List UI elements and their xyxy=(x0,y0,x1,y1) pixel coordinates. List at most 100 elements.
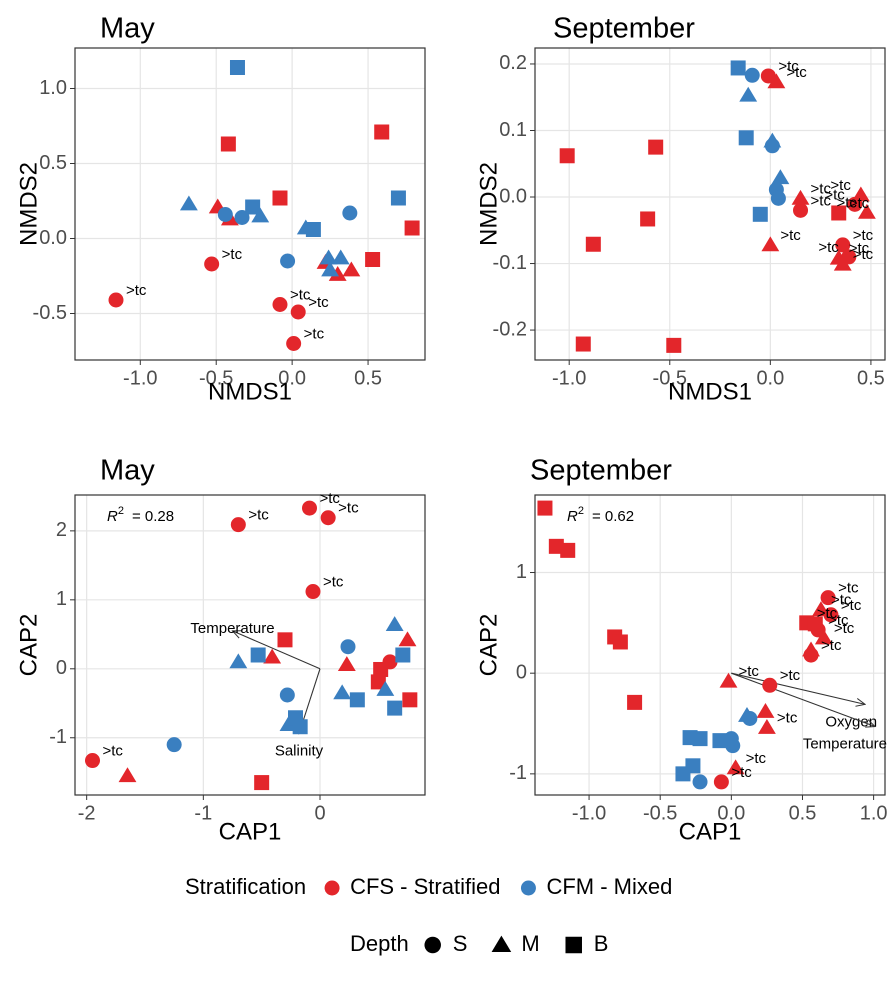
point xyxy=(320,510,336,526)
point xyxy=(675,766,691,782)
point xyxy=(752,206,768,222)
point-label: >tc xyxy=(777,710,798,727)
x-tick-label: 0.0 xyxy=(278,367,306,389)
y-axis-label: CAP2 xyxy=(475,614,502,677)
point xyxy=(760,68,776,84)
point xyxy=(666,337,682,353)
point xyxy=(254,775,270,791)
x-tick-label: -1.0 xyxy=(552,367,586,389)
point xyxy=(331,249,350,265)
legend-label: B xyxy=(594,931,609,956)
y-axis-label: NMDS2 xyxy=(475,162,502,246)
point xyxy=(692,774,708,790)
point xyxy=(627,694,643,710)
point-label: >tc xyxy=(323,574,344,591)
annotation-superscript: 2 xyxy=(578,505,584,517)
point xyxy=(340,639,356,655)
point-label: >tc xyxy=(849,195,870,212)
point xyxy=(179,195,198,211)
y-tick-label: 0.1 xyxy=(499,119,527,141)
point-label: >tc xyxy=(853,227,874,244)
point xyxy=(217,207,233,222)
point-label: >tc xyxy=(831,592,852,609)
y-tick-label: 0 xyxy=(56,657,67,679)
point xyxy=(548,538,564,554)
point xyxy=(272,297,288,312)
point xyxy=(814,629,833,645)
panel-title: May xyxy=(100,13,155,45)
point-label: >tc xyxy=(320,490,341,507)
x-axis-label: CAP1 xyxy=(219,818,282,845)
point xyxy=(333,684,352,700)
point-label: >tc xyxy=(811,192,832,209)
point xyxy=(387,700,403,716)
legend-label: M xyxy=(521,931,539,956)
point-label: >tc xyxy=(731,764,752,781)
x-tick-label: -0.5 xyxy=(199,367,233,389)
annotation: R2 = 0.62 xyxy=(567,505,634,525)
point-label: >tc xyxy=(786,64,807,81)
point xyxy=(277,632,293,648)
point xyxy=(390,190,406,206)
point xyxy=(712,733,728,749)
point xyxy=(404,220,420,236)
point xyxy=(319,249,338,265)
point xyxy=(762,677,778,693)
x-tick-label: 0 xyxy=(314,802,325,824)
point xyxy=(292,719,308,735)
y-tick-label: 0.2 xyxy=(499,52,527,74)
point-label: >tc xyxy=(780,667,801,684)
point-label: >tc xyxy=(811,180,832,197)
point xyxy=(373,661,389,677)
point-label: >tc xyxy=(738,663,759,680)
point xyxy=(726,759,745,775)
point xyxy=(385,616,404,632)
point xyxy=(763,132,782,148)
point-label: >tc xyxy=(838,580,859,597)
point-label: >tc xyxy=(836,194,857,211)
point-label: >tc xyxy=(828,612,849,629)
y-tick-label: 1 xyxy=(56,588,67,610)
point xyxy=(342,261,361,277)
point xyxy=(305,584,321,600)
plot-background xyxy=(535,495,885,795)
x-tick-label: -2 xyxy=(78,802,96,824)
point xyxy=(305,222,321,237)
point xyxy=(835,237,851,253)
point xyxy=(280,253,296,269)
y-tick-label: 1.0 xyxy=(39,77,67,99)
point xyxy=(738,706,756,722)
point xyxy=(108,292,124,308)
plot-background xyxy=(75,495,425,795)
point xyxy=(812,601,830,617)
y-tick-label: 0.0 xyxy=(39,227,67,249)
y-tick-label: 0.5 xyxy=(39,152,67,174)
vector-arrow xyxy=(731,672,865,704)
point xyxy=(290,304,306,320)
point xyxy=(739,86,758,102)
legend-swatch xyxy=(491,935,512,953)
point xyxy=(730,60,746,76)
point xyxy=(713,774,729,790)
legend-swatch xyxy=(324,880,340,896)
point-label: >tc xyxy=(248,507,269,524)
point xyxy=(761,236,780,252)
x-tick-label: 0.0 xyxy=(717,802,745,824)
point xyxy=(757,719,776,734)
point xyxy=(251,207,270,223)
x-tick-label: 1.0 xyxy=(860,802,888,824)
point xyxy=(229,653,248,669)
point xyxy=(250,647,266,663)
point xyxy=(820,590,836,606)
y-tick-label: 0 xyxy=(516,661,527,683)
vector-arrow xyxy=(233,631,321,670)
annotation-symbol: R xyxy=(107,508,118,525)
annotation-text: = 0.28 xyxy=(132,508,174,525)
annotation-superscript: 2 xyxy=(118,505,124,517)
legend-swatch xyxy=(520,880,536,896)
point xyxy=(719,672,738,688)
x-tick-label: 0.5 xyxy=(354,367,382,389)
point xyxy=(321,261,340,277)
point xyxy=(302,500,317,516)
point xyxy=(229,60,245,75)
